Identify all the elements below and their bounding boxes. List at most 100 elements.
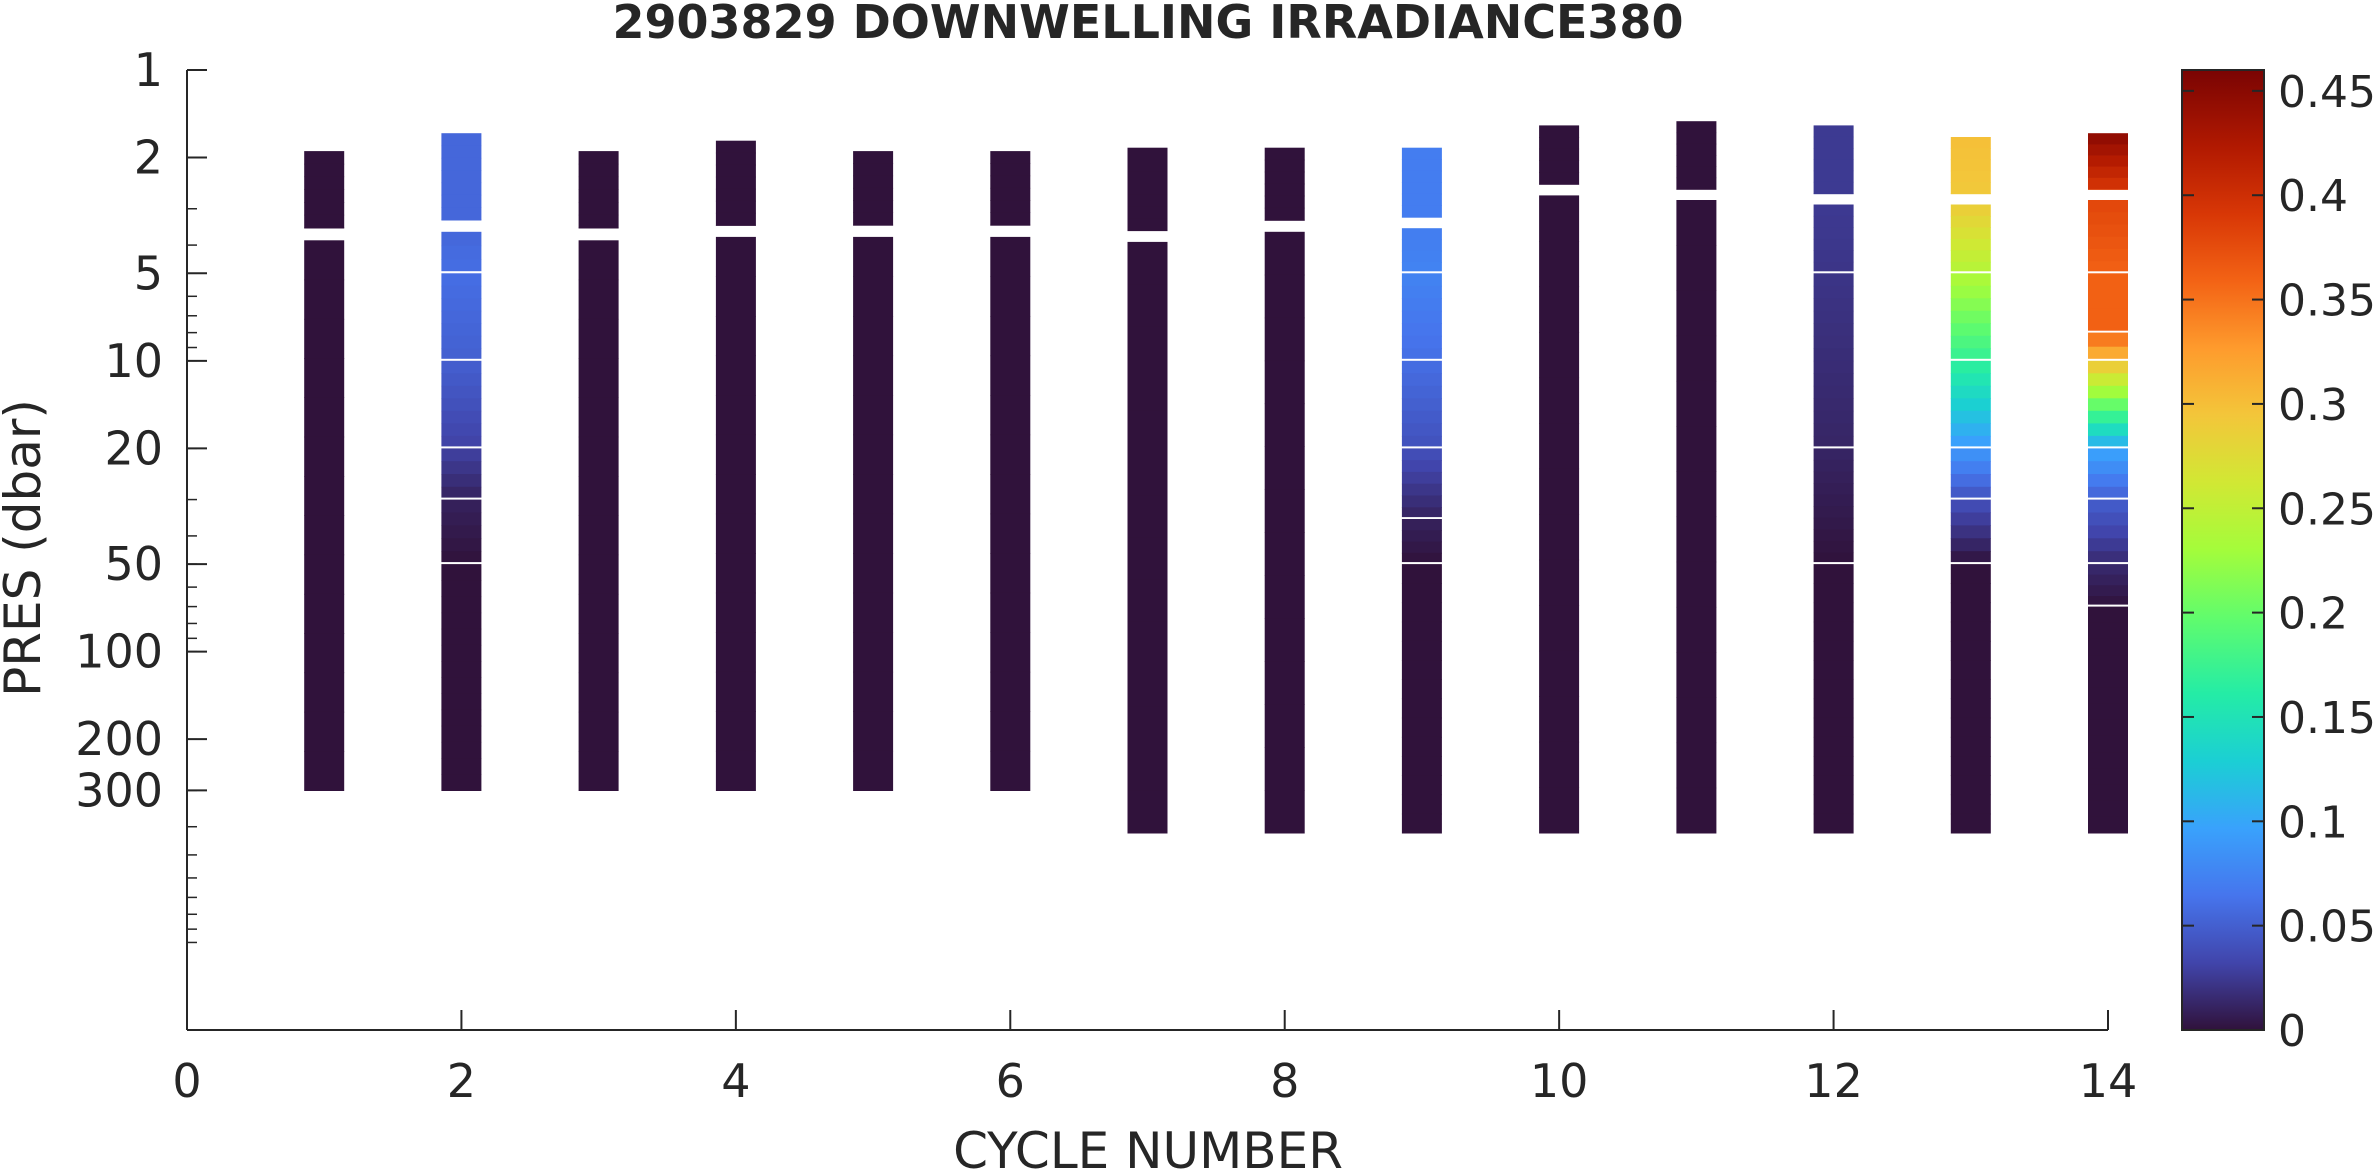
heatmap-cell bbox=[1813, 310, 1854, 324]
heatmap-cell bbox=[1950, 512, 1991, 526]
heatmap-cell bbox=[1950, 273, 1991, 287]
heatmap-cell bbox=[2088, 308, 2128, 322]
heatmap-cell bbox=[1950, 310, 1991, 324]
heatmap-cell bbox=[990, 224, 1031, 226]
heatmap-cell bbox=[2088, 719, 2128, 737]
heatmap-cell bbox=[990, 163, 1031, 177]
heatmap-cell bbox=[1401, 507, 1442, 518]
heatmap-cell bbox=[2088, 398, 2128, 412]
heatmap-cell bbox=[2088, 687, 2128, 705]
heatmap-cell bbox=[853, 395, 894, 436]
heatmap-cell bbox=[853, 200, 894, 213]
heatmap-cell bbox=[1127, 230, 1168, 232]
heatmap-cell bbox=[853, 592, 894, 633]
heatmap-cell bbox=[2088, 703, 2128, 721]
heatmap-cell bbox=[1813, 621, 1854, 642]
y-tick-label: 10 bbox=[104, 334, 163, 388]
heatmap-cell bbox=[441, 348, 482, 359]
heatmap-cell bbox=[2088, 538, 2128, 552]
heatmap-cell bbox=[1813, 529, 1854, 542]
heatmap-cell bbox=[1539, 286, 1580, 333]
heatmap-cell bbox=[304, 515, 345, 556]
heatmap-cell bbox=[1950, 360, 1991, 374]
heatmap-cell bbox=[1401, 621, 1442, 642]
heatmap-cell bbox=[853, 434, 894, 475]
heatmap-cell bbox=[715, 434, 756, 475]
heatmap-cell bbox=[1676, 471, 1717, 518]
heatmap-cell bbox=[578, 318, 619, 359]
y-tick-label: 50 bbox=[104, 537, 163, 591]
heatmap-cell bbox=[853, 711, 894, 752]
heatmap-cell bbox=[1676, 516, 1717, 563]
heatmap-cell bbox=[304, 593, 345, 634]
heatmap-cell bbox=[1264, 618, 1305, 662]
heatmap-cell bbox=[715, 224, 756, 226]
colorbar-tick-label: 0.35 bbox=[2278, 276, 2373, 327]
heatmap-cell bbox=[304, 214, 345, 229]
heatmap-cell bbox=[578, 279, 619, 320]
heatmap-cell bbox=[1950, 660, 1991, 680]
heatmap-cell bbox=[1539, 650, 1580, 697]
heatmap-cell bbox=[1950, 410, 1991, 424]
heatmap-cell bbox=[2088, 261, 2128, 272]
heatmap-cell bbox=[441, 525, 482, 539]
heatmap-cell bbox=[578, 633, 619, 674]
heatmap-cell bbox=[2088, 752, 2128, 769]
heatmap-cell bbox=[2088, 200, 2128, 213]
heatmap-cell bbox=[1539, 160, 1580, 173]
heatmap-cell bbox=[1950, 193, 1991, 195]
heatmap-cell bbox=[441, 385, 482, 399]
heatmap-cell bbox=[1127, 241, 1168, 285]
heatmap-cell bbox=[1676, 290, 1717, 337]
heatmap-cell bbox=[2088, 474, 2128, 488]
heatmap-cell bbox=[1264, 159, 1305, 173]
heatmap-cell bbox=[1950, 736, 1991, 757]
colorbar-tick-label: 0.15 bbox=[2278, 693, 2373, 744]
heatmap-cell bbox=[1539, 468, 1580, 515]
heatmap-cell bbox=[1401, 794, 1442, 815]
heatmap-cell bbox=[2088, 133, 2128, 145]
heatmap-cell bbox=[1127, 326, 1168, 370]
heatmap-cell bbox=[715, 553, 756, 594]
heatmap-cell bbox=[1401, 813, 1442, 834]
heatmap-cell bbox=[1264, 231, 1305, 276]
heatmap-cell bbox=[1401, 602, 1442, 623]
heatmap-cell bbox=[2088, 320, 2128, 331]
heatmap-cell bbox=[1950, 348, 1991, 359]
heatmap-cell bbox=[715, 212, 756, 226]
heatmap-cell bbox=[1950, 335, 1991, 349]
heatmap-cell bbox=[1950, 813, 1991, 834]
heatmap-cell bbox=[1813, 348, 1854, 362]
heatmap-cell bbox=[1813, 136, 1854, 149]
heatmap-cell bbox=[1676, 245, 1717, 291]
heatmap-cell bbox=[715, 355, 756, 396]
heatmap-cell bbox=[1401, 564, 1442, 584]
heatmap-cell bbox=[1401, 698, 1442, 719]
heatmap-cell bbox=[578, 151, 619, 165]
heatmap-cell bbox=[578, 593, 619, 634]
heatmap-cell bbox=[1950, 474, 1991, 488]
heatmap-cell bbox=[1401, 736, 1442, 757]
heatmap-cell bbox=[441, 145, 482, 159]
heatmap-cell bbox=[1401, 385, 1442, 399]
heatmap-cell bbox=[1950, 640, 1991, 661]
heatmap-cell bbox=[2088, 499, 2128, 514]
heatmap-cell bbox=[1950, 298, 1991, 312]
heatmap-cell bbox=[1127, 284, 1168, 327]
heatmap-cell bbox=[441, 231, 482, 247]
heatmap-cell bbox=[1813, 506, 1854, 519]
heatmap-cell bbox=[441, 474, 482, 488]
heatmap-cell bbox=[1401, 471, 1442, 485]
heatmap-cell bbox=[853, 175, 894, 189]
heatmap-cell bbox=[2088, 188, 2128, 190]
heatmap-cell bbox=[1950, 775, 1991, 796]
heatmap-cell bbox=[1813, 360, 1854, 374]
heatmap-cell bbox=[1813, 471, 1854, 484]
heatmap-cell bbox=[578, 397, 619, 438]
heatmap-cell bbox=[2088, 423, 2128, 437]
heatmap-cell bbox=[1813, 640, 1854, 661]
heatmap-cell bbox=[990, 355, 1031, 396]
heatmap-cell bbox=[1676, 155, 1717, 167]
heatmap-cell bbox=[1539, 332, 1580, 379]
